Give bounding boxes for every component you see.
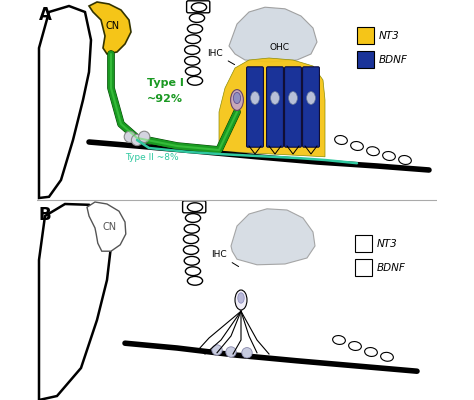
Text: IHC: IHC (211, 250, 238, 266)
Ellipse shape (184, 56, 200, 65)
Ellipse shape (349, 342, 361, 350)
Text: BDNF: BDNF (377, 262, 406, 273)
Text: NT3: NT3 (377, 238, 398, 248)
Ellipse shape (187, 76, 202, 85)
Ellipse shape (335, 136, 347, 144)
Ellipse shape (185, 35, 201, 44)
Bar (355, 235, 372, 252)
FancyBboxPatch shape (246, 67, 264, 147)
Text: ~92%: ~92% (147, 94, 183, 104)
FancyBboxPatch shape (266, 67, 283, 147)
Text: CN: CN (103, 222, 117, 232)
Ellipse shape (399, 156, 411, 164)
Ellipse shape (333, 336, 346, 344)
Circle shape (242, 348, 252, 358)
Bar (357, 51, 374, 68)
Ellipse shape (190, 14, 205, 22)
Polygon shape (87, 202, 126, 251)
Ellipse shape (307, 92, 315, 104)
Bar (355, 259, 372, 276)
Ellipse shape (184, 224, 200, 233)
Polygon shape (231, 209, 315, 265)
Ellipse shape (185, 267, 201, 276)
Ellipse shape (238, 293, 244, 303)
Text: Type I: Type I (147, 78, 184, 88)
Circle shape (124, 131, 136, 142)
Text: B: B (39, 206, 52, 224)
Ellipse shape (351, 142, 364, 150)
Ellipse shape (185, 214, 201, 222)
Ellipse shape (184, 256, 200, 265)
Ellipse shape (365, 348, 377, 356)
Text: OHC: OHC (269, 43, 289, 52)
Polygon shape (229, 7, 317, 62)
Circle shape (131, 134, 143, 146)
Bar (357, 27, 374, 44)
Ellipse shape (187, 276, 202, 285)
Polygon shape (219, 58, 325, 157)
Ellipse shape (383, 152, 395, 160)
Polygon shape (89, 2, 131, 54)
Circle shape (212, 345, 222, 355)
Text: Type II ~8%: Type II ~8% (125, 153, 179, 162)
Ellipse shape (187, 24, 202, 33)
Ellipse shape (183, 235, 199, 244)
FancyBboxPatch shape (182, 201, 206, 213)
Ellipse shape (230, 90, 244, 110)
Ellipse shape (235, 290, 247, 310)
Ellipse shape (381, 352, 393, 361)
Text: IHC: IHC (207, 49, 235, 65)
Circle shape (138, 131, 150, 142)
Circle shape (226, 347, 236, 357)
FancyBboxPatch shape (302, 67, 319, 147)
Ellipse shape (191, 3, 207, 12)
Text: BDNF: BDNF (379, 55, 408, 65)
Text: A: A (39, 6, 52, 24)
Text: NT3: NT3 (379, 31, 400, 41)
Ellipse shape (233, 92, 241, 104)
FancyBboxPatch shape (187, 1, 210, 13)
Ellipse shape (367, 147, 379, 156)
Ellipse shape (251, 92, 259, 104)
Ellipse shape (183, 246, 199, 254)
Ellipse shape (271, 92, 279, 104)
Ellipse shape (184, 46, 200, 54)
Ellipse shape (185, 67, 201, 76)
Ellipse shape (289, 92, 297, 104)
FancyBboxPatch shape (284, 67, 301, 147)
Ellipse shape (187, 203, 202, 212)
Text: CN: CN (106, 21, 120, 31)
